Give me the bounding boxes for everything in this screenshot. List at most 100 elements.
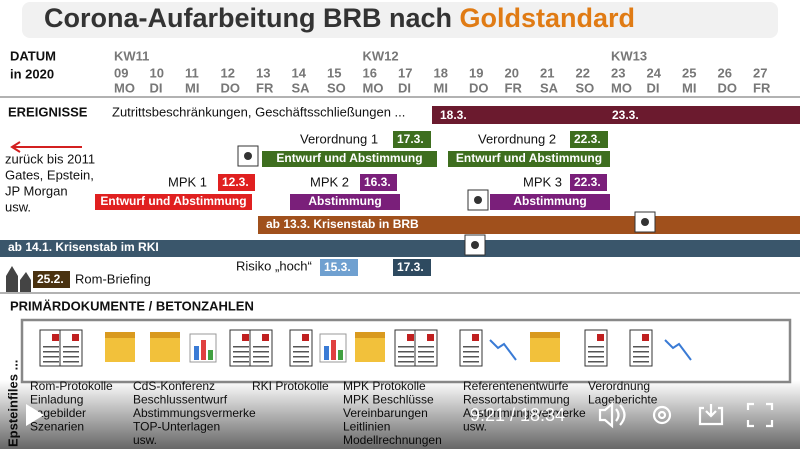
document-icon-line [398, 351, 414, 353]
bar-text: ab 13.3. Krisenstab in BRB [266, 217, 419, 231]
box-date: 17.3. [397, 132, 424, 146]
box-date: 16.3. [364, 175, 391, 189]
document-icon-line [43, 351, 59, 353]
folder-tab [530, 332, 560, 338]
day-date: 16 [363, 65, 377, 80]
day-date: 18 [434, 65, 448, 80]
document-icon-line [588, 351, 604, 353]
day-weekday: SA [292, 80, 311, 95]
document-icon-line [398, 356, 414, 358]
document-icon-line [398, 346, 414, 348]
day-weekday: FR [505, 80, 523, 95]
document-icon-line [43, 346, 59, 348]
note-line: usw. [5, 199, 31, 214]
document-icon-line [253, 361, 269, 363]
date-box [360, 174, 397, 191]
date-box [393, 131, 431, 148]
event-bar [95, 194, 252, 210]
document-icon-line [43, 356, 59, 358]
document-icon-line [418, 356, 434, 358]
bar-text: Abstimmung [308, 194, 381, 208]
document-icon-line [43, 361, 59, 363]
date-box [393, 259, 431, 276]
day-date: 09 [114, 65, 128, 80]
settings-button[interactable] [652, 405, 672, 425]
event-bar [262, 151, 437, 167]
chart-icon-bar [324, 346, 329, 360]
day-date: 11 [185, 65, 199, 80]
box-date: 17.3. [397, 260, 424, 274]
document-icon-line [463, 356, 479, 358]
player-controls [598, 401, 774, 429]
document-icon-line [463, 351, 479, 353]
event-label: Verordnung 1 [300, 131, 378, 146]
folder-tab [150, 332, 180, 338]
day-date: 21 [540, 65, 554, 80]
bar-text: Entwurf und Abstimmung [276, 151, 422, 165]
event-bar [490, 194, 610, 210]
playback-time: 9:21 / 18:34 [470, 405, 565, 425]
document-icon-line [253, 351, 269, 353]
document-icon-line [588, 356, 604, 358]
icon [244, 152, 252, 160]
date-box [570, 131, 608, 148]
document-icon-line [233, 361, 249, 363]
day-weekday: MI [434, 80, 448, 95]
day-date: 25 [682, 65, 696, 80]
document-icon-line [293, 356, 309, 358]
day-weekday: DO [718, 80, 738, 95]
volume-button[interactable] [598, 401, 626, 429]
document-icon-mark [242, 334, 249, 341]
document-icon-line [233, 356, 249, 358]
day-weekday: DI [647, 80, 660, 95]
document-icon-line [633, 361, 649, 363]
document-icon-line [418, 346, 434, 348]
bar-text: Abstimmung [513, 194, 586, 208]
day-weekday: SA [540, 80, 559, 95]
document-icon-mark [642, 334, 649, 341]
icon [474, 196, 482, 204]
chart-icon-bar [194, 346, 199, 360]
document-icon-mark [472, 334, 479, 341]
trend-icon [664, 339, 692, 361]
crisis-bar [258, 216, 800, 234]
day-date: 26 [718, 65, 732, 80]
day-weekday: FR [753, 80, 771, 95]
day-date: 23 [611, 65, 625, 80]
bar-text: ab 14.1. Krisenstab im RKI [8, 240, 159, 254]
box-date: 12.3. [222, 175, 249, 189]
document-icon-mark [427, 334, 434, 341]
day-weekday: DI [150, 80, 163, 95]
date-box [570, 174, 607, 191]
box-date: 22.3. [574, 132, 601, 146]
fullscreen-button[interactable] [746, 402, 774, 428]
day-date: 17 [398, 65, 412, 80]
event-label: MPK 2 [310, 174, 349, 189]
document-icon-line [463, 361, 479, 363]
day-weekday: FR [256, 80, 274, 95]
day-weekday: SO [576, 80, 595, 95]
document-icon-mark [262, 334, 269, 341]
date-box [218, 174, 255, 191]
date-label: in 2020 [10, 66, 54, 81]
event-text: Zutrittsbeschränkungen, Geschäftsschließ… [112, 104, 405, 119]
document-icon-line [63, 346, 79, 348]
day-weekday: MI [682, 80, 696, 95]
document-icon-line [633, 351, 649, 353]
event-label: MPK 1 [168, 174, 207, 189]
document-icon-line [63, 361, 79, 363]
miniplayer-button[interactable] [698, 404, 724, 426]
week-label: KW11 [114, 48, 149, 63]
settings-center [657, 410, 667, 420]
day-weekday: MO [363, 80, 384, 95]
document-icon-line [633, 346, 649, 348]
icon [471, 241, 479, 249]
event-label: MPK 3 [523, 174, 562, 189]
document-icon-line [418, 351, 434, 353]
document-icon-mark [407, 334, 414, 341]
trend-icon [489, 339, 517, 361]
document-icon-line [293, 346, 309, 348]
box-date: 22.3. [574, 175, 601, 189]
day-date: 19 [469, 65, 483, 80]
play-button[interactable] [26, 404, 44, 426]
